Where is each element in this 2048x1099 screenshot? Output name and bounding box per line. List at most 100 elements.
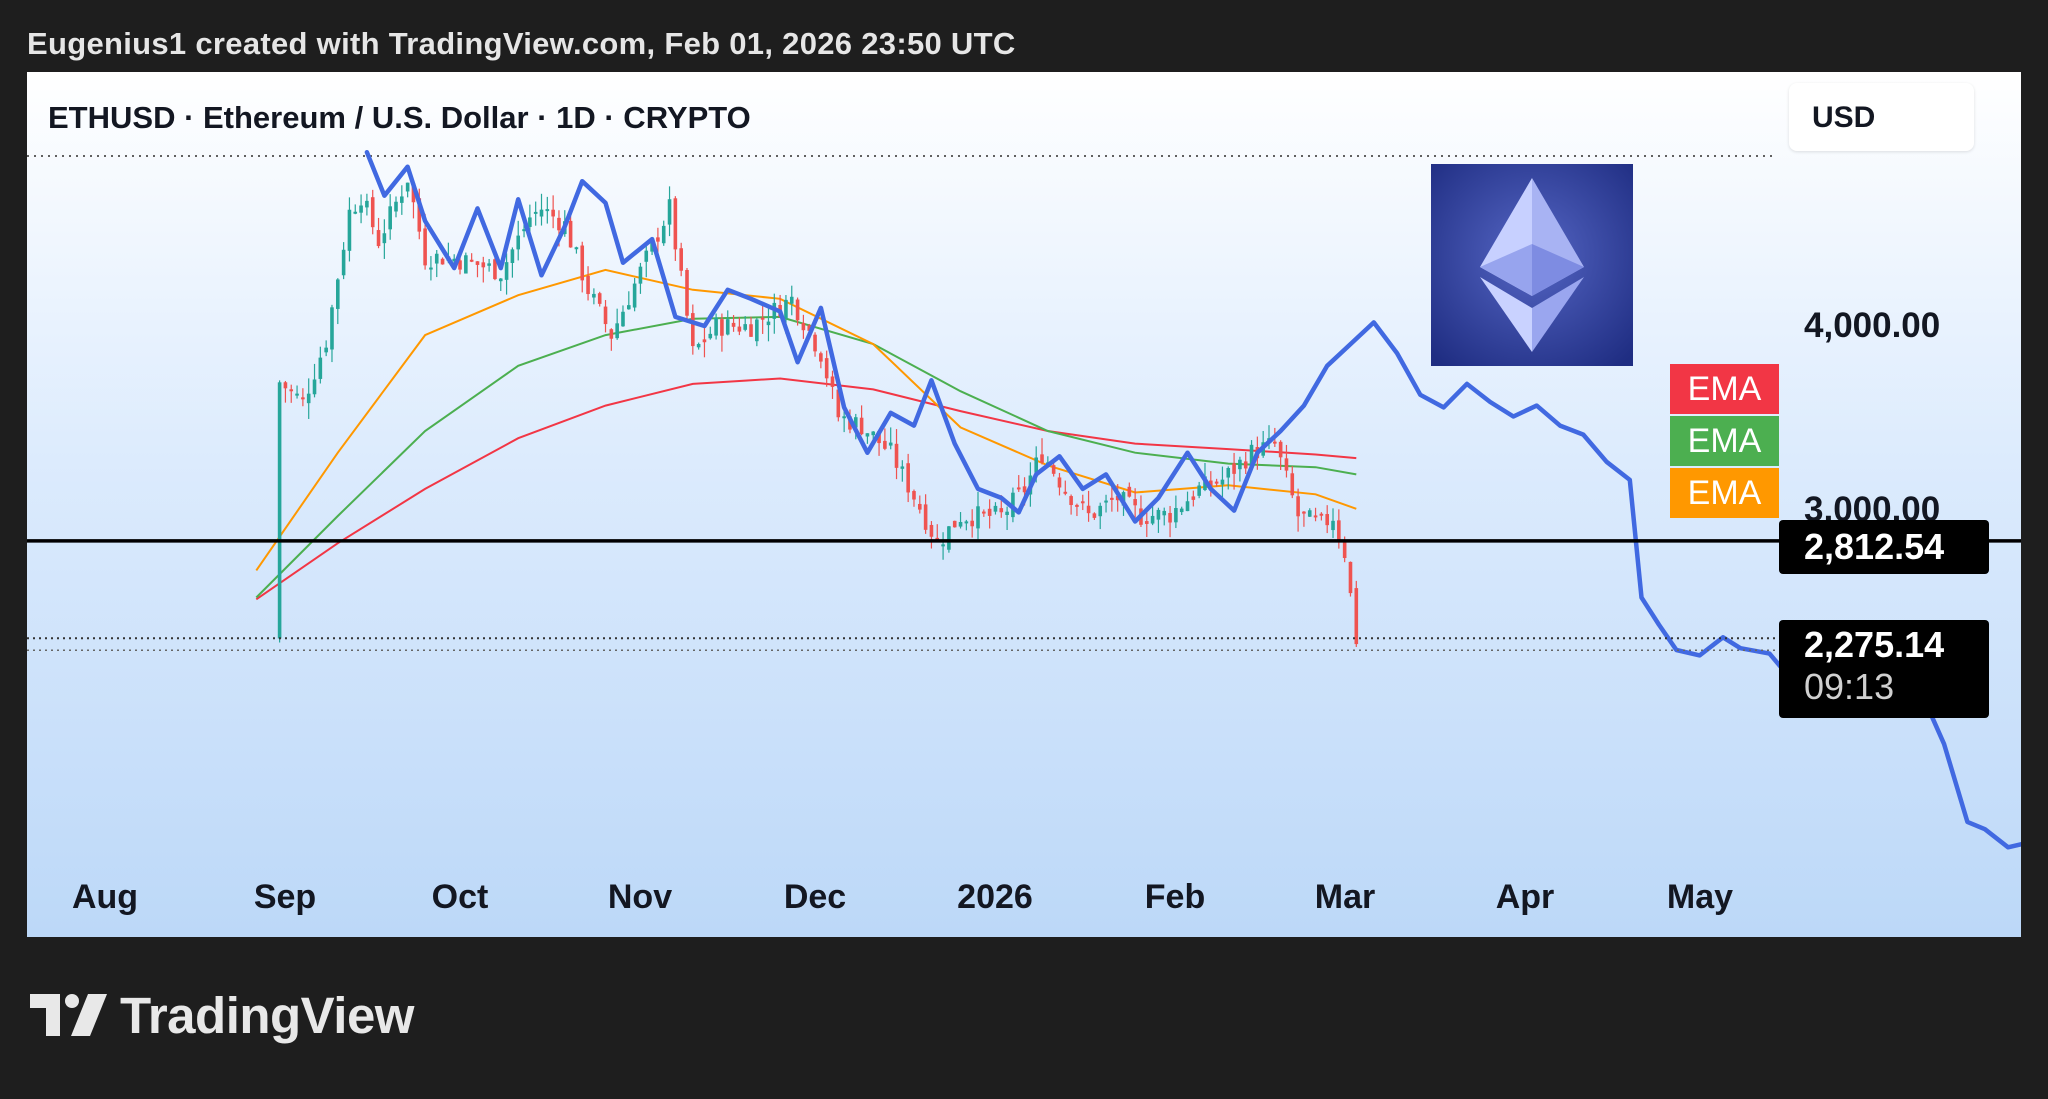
candle-body — [324, 347, 328, 353]
currency-label: USD — [1812, 101, 1876, 134]
candle-body — [819, 353, 823, 362]
candle-body — [795, 299, 800, 321]
time-axis-label: Feb — [1144, 878, 1206, 916]
tradingview-logo-icon — [30, 994, 107, 1036]
candle-body — [1214, 481, 1219, 484]
candle-body — [1290, 473, 1295, 496]
candle-body — [1080, 501, 1085, 504]
candle-body — [1302, 511, 1306, 514]
candle-body — [429, 267, 433, 270]
bar-countdown: 09:13 — [1804, 666, 1895, 707]
candle-body — [708, 333, 713, 339]
candle-body — [568, 220, 573, 248]
candle-body — [883, 440, 887, 449]
candle-body — [859, 417, 864, 435]
candle-body — [481, 262, 486, 268]
candle-body — [749, 324, 753, 337]
candle-body — [592, 293, 596, 298]
candle-body — [1051, 465, 1056, 474]
candle-body — [528, 217, 532, 227]
horizontal-level-value: 2,812.54 — [1804, 526, 1945, 567]
candle-body — [1249, 444, 1254, 468]
chart-panel[interactable]: ETHUSD · Ethereum / U.S. Dollar · 1D · C… — [27, 72, 2021, 937]
candle-body — [1273, 441, 1277, 444]
currency-selector[interactable]: USD — [1789, 83, 1974, 151]
candle-body — [691, 313, 695, 347]
last-price-tag[interactable]: 2,275.14 09:13 — [1779, 620, 1989, 718]
candle-body — [906, 463, 910, 493]
candle-body — [493, 259, 497, 280]
candle-body — [1022, 486, 1027, 493]
candle-body — [667, 199, 672, 225]
candle-body — [609, 329, 614, 339]
candle-body — [1209, 480, 1213, 487]
candle-body — [912, 491, 916, 500]
candle-body — [510, 249, 515, 264]
candle-body — [1331, 520, 1335, 531]
time-axis-label: 2026 — [957, 878, 1033, 916]
candle-body — [888, 442, 893, 446]
candle-body — [312, 379, 317, 395]
candle-body — [1191, 496, 1196, 500]
candle-body — [1313, 515, 1318, 518]
candle-body — [1133, 499, 1137, 506]
candle-body — [1110, 497, 1114, 500]
candle-body — [807, 325, 812, 331]
candle-body — [725, 319, 730, 335]
candle-body — [929, 524, 934, 537]
horizontal-level-tag[interactable]: 2,812.54 — [1779, 520, 1989, 574]
candle-body — [394, 201, 398, 212]
candle-body — [277, 382, 282, 639]
candle-body — [958, 521, 963, 527]
candle-body — [871, 431, 876, 436]
candle-body — [452, 258, 456, 262]
candle-body — [551, 209, 555, 217]
candle-body — [1348, 561, 1353, 594]
candle-body — [755, 319, 759, 342]
tradingview-brand[interactable]: TradingView — [30, 987, 414, 1044]
candle-body — [1063, 491, 1068, 494]
candle-body — [417, 198, 422, 232]
candle-body — [318, 357, 323, 379]
candle-body — [557, 217, 561, 231]
time-axis-label: Apr — [1495, 878, 1555, 916]
symbol-title[interactable]: ETHUSD · Ethereum / U.S. Dollar · 1D · C… — [48, 100, 751, 135]
candle-body — [1034, 457, 1038, 473]
ema-legend-green[interactable]: EMA — [1670, 416, 1779, 466]
candle-body — [853, 417, 858, 428]
candle-body — [900, 466, 905, 469]
candle-body — [982, 511, 986, 514]
candle-body — [935, 537, 940, 541]
ema-line-orange — [255, 268, 1357, 571]
candle-body — [1197, 485, 1201, 496]
candle-body — [789, 296, 794, 304]
ema-legend-orange[interactable]: EMA — [1670, 468, 1779, 518]
ema-legend-red[interactable]: EMA — [1670, 364, 1779, 414]
candle-body — [731, 322, 736, 327]
candle-body — [760, 317, 765, 320]
candle-body — [376, 230, 381, 247]
candle-body — [353, 211, 358, 214]
candle-body — [347, 209, 352, 251]
candle-body — [784, 299, 788, 319]
candle-body — [533, 211, 538, 214]
candle-body — [597, 293, 602, 304]
candle-body — [638, 266, 643, 284]
candle-body — [1232, 463, 1236, 474]
candle-body — [615, 323, 619, 339]
candle-body — [458, 260, 462, 270]
candle-body — [434, 253, 439, 264]
candle-body — [894, 443, 899, 468]
candle-body — [632, 283, 637, 308]
time-axis-label: Dec — [783, 878, 847, 916]
time-axis-label: Sep — [253, 878, 317, 916]
candle-body — [714, 317, 718, 336]
candle-body — [1086, 505, 1091, 514]
candle-body — [1104, 500, 1108, 503]
candle-body — [801, 322, 806, 331]
candle-body — [1226, 467, 1231, 478]
candle-body — [865, 433, 870, 437]
candle-body — [487, 263, 491, 266]
candle-body — [504, 262, 509, 280]
candle-body — [1278, 441, 1283, 458]
